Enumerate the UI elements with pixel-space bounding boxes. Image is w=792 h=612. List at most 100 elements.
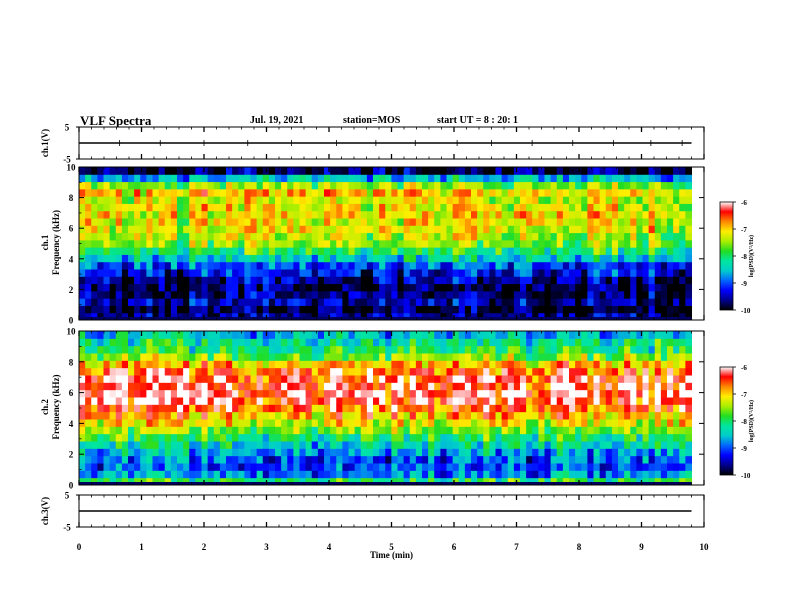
spectrogram-cell	[379, 470, 386, 479]
ch1-spec-colorbar	[719, 201, 734, 311]
spectrogram-cell	[618, 181, 625, 190]
spectrogram-cell	[507, 382, 515, 391]
spectrogram-cell	[324, 463, 331, 471]
spectrogram-cell	[109, 382, 117, 391]
spectrogram-cell	[544, 312, 552, 321]
spectrogram-cell	[409, 455, 417, 464]
spectrogram-cell	[311, 174, 319, 183]
spectrogram-cell	[342, 174, 350, 183]
spectrogram-cell	[434, 225, 441, 234]
spectrogram-cell	[268, 276, 276, 285]
spectrogram-cell	[428, 433, 435, 442]
spectrogram-cell	[183, 276, 190, 285]
spectrogram-cell	[544, 269, 552, 277]
spectrogram-cell	[207, 305, 215, 314]
spectrogram-cell	[97, 345, 105, 354]
spectrogram-cell	[238, 210, 245, 219]
spectrogram-cell	[103, 419, 111, 427]
spectrogram-cell	[311, 367, 319, 376]
spectrogram-cell	[311, 283, 319, 292]
spectrogram-cell	[189, 375, 196, 383]
spectrogram-cell	[152, 232, 160, 241]
spectrogram-cell	[330, 353, 337, 361]
spectrogram-cell	[415, 196, 423, 204]
spectrogram-cell	[164, 345, 172, 354]
spectrogram-cell	[121, 404, 129, 413]
spectrogram-cell	[85, 463, 92, 471]
spectrogram-cell	[409, 367, 417, 376]
spectrogram-cell	[673, 404, 680, 413]
spectrogram-cell	[152, 225, 160, 234]
spectrogram-cell	[311, 218, 319, 226]
spectrogram-cell	[391, 203, 399, 212]
spectrogram-cell	[256, 254, 264, 263]
spectrogram-cell	[587, 455, 595, 464]
spectrogram-cell	[158, 283, 166, 292]
spectrogram-cell	[636, 188, 644, 197]
spectrogram-cell	[79, 276, 86, 285]
spectrogram-cell	[140, 174, 147, 183]
spectrogram-cell	[599, 218, 607, 226]
spectrogram-cell	[360, 426, 368, 435]
x-tick-label: 3	[264, 542, 269, 552]
spectrogram-cell	[495, 338, 503, 347]
spectrogram-cell	[207, 433, 215, 442]
spectrogram-cell	[507, 210, 515, 219]
spectrogram-cell	[513, 269, 521, 277]
spectrogram-cell	[471, 463, 478, 471]
spectrogram-cell	[648, 269, 656, 277]
spectrogram-cell	[538, 375, 546, 383]
spectrogram-cell	[262, 397, 270, 405]
spectrogram-cell	[287, 298, 294, 306]
spectrogram-cell	[109, 196, 117, 204]
spectrogram-cell	[250, 283, 258, 292]
spectrogram-cell	[268, 188, 276, 197]
spectrogram-cell	[575, 290, 582, 299]
spectrogram-cell	[428, 298, 435, 306]
spectrogram-cell	[152, 477, 160, 486]
spectrogram-cell	[170, 276, 178, 285]
spectrogram-cell	[134, 404, 141, 413]
spectrogram-cell	[679, 196, 686, 204]
spectrogram-cell	[360, 232, 368, 241]
spectrogram-cell	[667, 247, 674, 255]
spectrogram-cell	[342, 254, 350, 263]
spectrogram-cell	[660, 463, 668, 471]
spectrogram-cell	[489, 276, 497, 285]
spectrogram-cell	[636, 353, 644, 361]
spectrogram-cell	[177, 404, 184, 413]
spectrogram-cell	[538, 196, 546, 204]
spectrogram-cell	[262, 426, 270, 435]
spectrogram-cell	[256, 167, 264, 175]
spectrogram-cell	[550, 338, 558, 347]
spectrogram-cell	[232, 312, 239, 321]
spectrogram-cell	[422, 225, 429, 234]
spectrogram-cell	[679, 247, 686, 255]
spectrogram-cell	[679, 298, 686, 306]
spectrogram-cell	[213, 247, 221, 255]
spectrogram-cell	[654, 210, 662, 219]
spectrogram-cell	[630, 247, 637, 255]
spectrogram-cell	[262, 404, 270, 413]
x-tick-label: 4	[327, 542, 332, 552]
spectrogram-cell	[513, 404, 521, 413]
spectrogram-cell	[495, 448, 503, 457]
spectrogram-cell	[618, 167, 625, 175]
spectrogram-cell	[532, 254, 539, 263]
spectrogram-cell	[128, 389, 135, 398]
spectrogram-cell	[195, 397, 203, 405]
spectrogram-cell	[532, 283, 539, 292]
spectrogram-cell	[526, 283, 533, 292]
spectrogram-cell	[170, 254, 178, 263]
ch2-spec-colorbar-tick-label: -9	[741, 445, 747, 453]
spectrogram-cell	[642, 269, 650, 277]
spectrogram-cell	[354, 232, 362, 241]
spectrogram-cell	[103, 397, 111, 405]
spectrogram-cell	[673, 455, 680, 464]
spectrogram-cell	[440, 283, 448, 292]
spectrogram-cell	[630, 433, 637, 442]
spectrogram-cell	[605, 239, 613, 248]
spectrogram-cell	[324, 470, 331, 479]
spectrogram-cell	[140, 419, 147, 427]
spectrogram-cell	[330, 367, 337, 376]
